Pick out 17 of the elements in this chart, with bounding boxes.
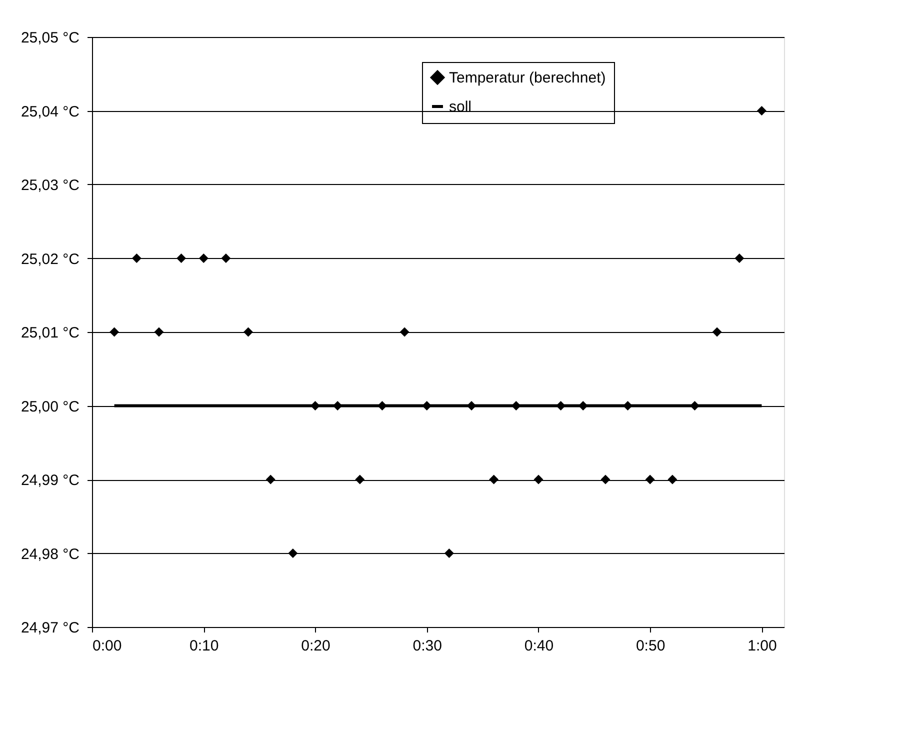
x-tick-label: 1:00 <box>748 638 777 654</box>
x-tick-label: 0:40 <box>524 638 554 654</box>
y-tick-label: 25,01 °C <box>20 324 80 342</box>
x-tick-label: 0:10 <box>190 638 219 654</box>
y-tick-label: 24,98 °C <box>20 546 80 563</box>
x-tick-label: 0:30 <box>412 638 442 654</box>
y-tick-label: 25,03 °C <box>20 177 80 194</box>
y-tick-label: 24,97 °C <box>20 620 80 636</box>
x-tick-label: 0:50 <box>636 638 666 654</box>
y-tick-label: 25,02 °C <box>20 250 80 268</box>
x-tick-label: 0:20 <box>301 638 330 654</box>
y-tick-label: 25,05 °C <box>20 30 80 46</box>
legend-label: Temperatur (berechnet) <box>449 70 606 86</box>
y-tick-label: 24,99 °C <box>20 472 80 489</box>
y-tick-label: 25,00 °C <box>20 398 80 416</box>
y-tick-label: 25,04 °C <box>20 103 80 120</box>
x-tick-label: 0:00 <box>92 638 122 654</box>
